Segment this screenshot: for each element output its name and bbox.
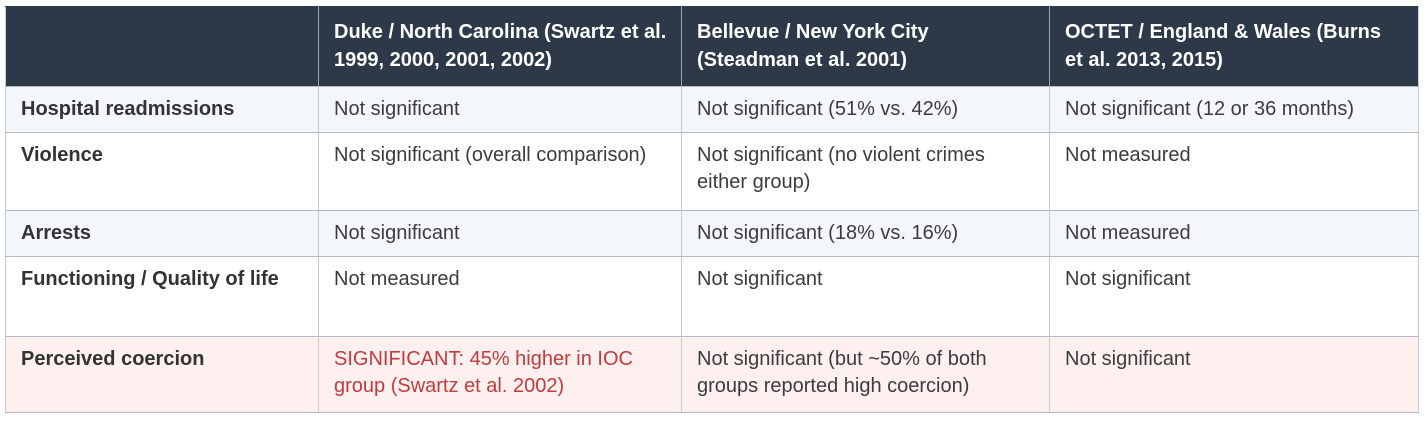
header-octet-study: OCTET / England & Wales (Burns et al. 20… bbox=[1049, 6, 1419, 87]
cell-duke-result: Not significant bbox=[318, 210, 682, 257]
cell-duke-result: Not measured bbox=[318, 256, 682, 337]
cell-octet-result: Not significant (12 or 36 months) bbox=[1049, 86, 1419, 133]
outcome-label: Violence bbox=[5, 132, 319, 211]
header-outcome-blank bbox=[5, 6, 319, 87]
cell-octet-result: Not significant bbox=[1049, 256, 1419, 337]
study-outcomes-table: Duke / North Carolina (Swartz et al. 199… bbox=[5, 6, 1419, 413]
cell-bellevue-result: Not significant (no violent crimes eithe… bbox=[681, 132, 1050, 211]
header-row: Duke / North Carolina (Swartz et al. 199… bbox=[5, 6, 1419, 87]
cell-bellevue-result: Not significant (18% vs. 16%) bbox=[681, 210, 1050, 257]
outcome-label: Arrests bbox=[5, 210, 319, 257]
cell-octet-result: Not measured bbox=[1049, 132, 1419, 211]
outcome-label: Hospital readmissions bbox=[5, 86, 319, 133]
cell-bellevue-result: Not significant (51% vs. 42%) bbox=[681, 86, 1050, 133]
cell-octet-result: Not measured bbox=[1049, 210, 1419, 257]
cell-bellevue-result: Not significant (but ~50% of both groups… bbox=[681, 336, 1050, 413]
cell-duke-result: Not significant bbox=[318, 86, 682, 133]
table-row: Arrests Not significant Not significant … bbox=[5, 210, 1419, 257]
table-row: Hospital readmissions Not significant No… bbox=[5, 86, 1419, 133]
cell-duke-result: SIGNIFICANT: 45% higher in IOC group (Sw… bbox=[318, 336, 682, 413]
cell-bellevue-result: Not significant bbox=[681, 256, 1050, 337]
cell-duke-result: Not significant (overall comparison) bbox=[318, 132, 682, 211]
header-bellevue-study: Bellevue / New York City (Steadman et al… bbox=[681, 6, 1050, 87]
table-row: Violence Not significant (overall compar… bbox=[5, 132, 1419, 211]
table-row: Functioning / Quality of life Not measur… bbox=[5, 256, 1419, 337]
outcomes-comparison-table: Duke / North Carolina (Swartz et al. 199… bbox=[5, 6, 1419, 413]
outcome-label: Perceived coercion bbox=[5, 336, 319, 413]
cell-octet-result: Not significant bbox=[1049, 336, 1419, 413]
header-duke-study: Duke / North Carolina (Swartz et al. 199… bbox=[318, 6, 682, 87]
outcome-label: Functioning / Quality of life bbox=[5, 256, 319, 337]
table-row: Perceived coercion SIGNIFICANT: 45% high… bbox=[5, 336, 1419, 413]
